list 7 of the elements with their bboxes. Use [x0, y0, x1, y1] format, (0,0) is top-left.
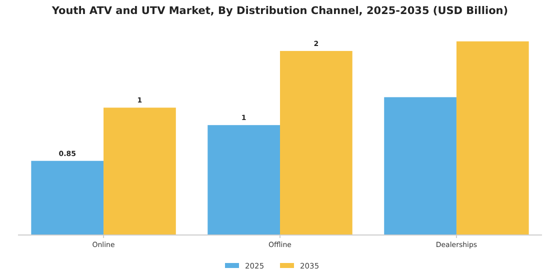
- bar: [104, 108, 176, 235]
- bar: [456, 41, 529, 235]
- bar: [280, 50, 352, 235]
- bar: [384, 97, 456, 235]
- bar: [31, 160, 104, 235]
- bar: [208, 125, 280, 235]
- chart-title: Youth ATV and UTV Market, By Distribution Channel, 2025-2035 (USD Billion): [50, 5, 508, 17]
